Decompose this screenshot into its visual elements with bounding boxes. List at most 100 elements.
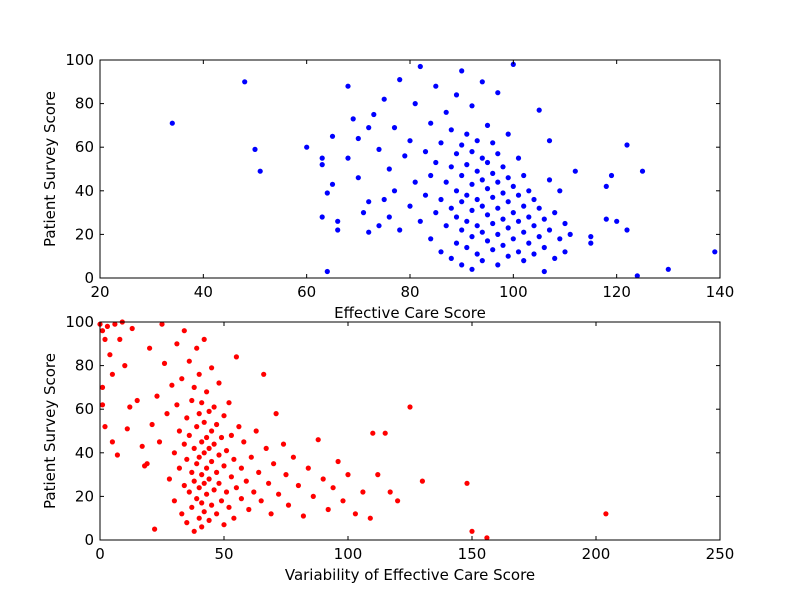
bottom-scatter-point bbox=[196, 371, 202, 377]
bottom-scatter-points bbox=[97, 319, 609, 541]
bottom-scatter-point bbox=[218, 498, 225, 504]
top-scatter-point bbox=[505, 131, 511, 137]
top-scatter-point bbox=[665, 266, 671, 272]
top-scatter-point bbox=[433, 83, 439, 89]
bottom-scatter-point bbox=[484, 535, 490, 541]
bottom-scatter-point bbox=[174, 402, 180, 408]
top-scatter-point bbox=[603, 183, 609, 189]
top-scatter-point bbox=[505, 225, 511, 231]
top-scatter-point bbox=[505, 199, 511, 205]
top-scatter-point bbox=[500, 242, 506, 248]
top-scatter-point bbox=[453, 240, 460, 246]
bottom-scatter-point bbox=[214, 511, 220, 517]
bottom-scatter-point bbox=[273, 411, 279, 417]
bottom-scatter-point bbox=[221, 463, 227, 469]
top-scatter-point bbox=[500, 190, 506, 196]
bottom-scatter-point bbox=[196, 485, 202, 491]
bottom-scatter-point bbox=[211, 404, 217, 410]
top-scatter-point bbox=[438, 249, 444, 255]
bottom-scatter-point bbox=[191, 478, 197, 484]
bottom-scatter-point bbox=[194, 496, 200, 502]
bottom-scatter-point bbox=[102, 336, 108, 342]
top-scatter-point bbox=[479, 203, 485, 209]
bottom-scatter-point bbox=[238, 496, 244, 502]
top-scatter-point bbox=[469, 181, 475, 187]
bottom-scatter-point bbox=[280, 441, 287, 447]
top-scatter-point bbox=[479, 79, 485, 85]
bottom-scatter-plot: 0 50 100 150 200 250 0 20 40 60 80 100 Variability … bbox=[41, 313, 734, 584]
bottom-scatter-point bbox=[315, 437, 321, 443]
bottom-scatter-point bbox=[161, 360, 168, 366]
top-scatter-point bbox=[588, 234, 594, 240]
bottom-scatter-point bbox=[256, 469, 262, 475]
top-scatter-point bbox=[536, 234, 542, 240]
top-scatter-point bbox=[438, 196, 444, 203]
bottom-scatter-point bbox=[127, 404, 133, 410]
top-scatter-point bbox=[510, 61, 516, 67]
top-scatter-point bbox=[474, 168, 480, 174]
top-scatter-point bbox=[464, 192, 470, 198]
bottom-scatter-point bbox=[204, 389, 210, 395]
bottom-scatter-point bbox=[248, 454, 254, 460]
bottom-scatter-point bbox=[109, 371, 115, 377]
top-scatter-point bbox=[448, 255, 454, 261]
bottom-scatter-point bbox=[209, 458, 215, 465]
bottom-scatter-point bbox=[194, 424, 200, 430]
top-scatter-point bbox=[242, 79, 248, 85]
top-scatter-point bbox=[515, 249, 522, 255]
bottom-scatter-point bbox=[196, 515, 202, 521]
top-scatter-point bbox=[345, 155, 351, 161]
bottom-scatter-point bbox=[102, 424, 108, 430]
top-scatter-point bbox=[588, 240, 594, 246]
bottom-x-tick-label: 100 bbox=[334, 545, 363, 563]
bottom-scatter-point bbox=[345, 472, 351, 478]
top-scatter-point bbox=[417, 218, 423, 224]
top-scatter-point bbox=[386, 166, 392, 172]
bottom-scatter-point bbox=[186, 358, 192, 364]
bottom-scatter-point bbox=[241, 439, 247, 445]
top-scatter-point bbox=[335, 218, 341, 224]
top-scatter-point bbox=[443, 223, 449, 229]
bottom-scatter-point bbox=[204, 434, 210, 441]
top-scatter-point bbox=[490, 220, 496, 227]
bottom-y-tick-label: 0 bbox=[84, 531, 94, 549]
bottom-scatter-point bbox=[253, 428, 259, 434]
bottom-scatter-point bbox=[382, 430, 388, 436]
top-scatter-point bbox=[490, 140, 496, 146]
top-y-tick-label: 100 bbox=[65, 51, 94, 69]
bottom-scatter-point bbox=[216, 480, 222, 486]
bottom-scatter-point bbox=[164, 411, 170, 417]
bottom-scatter-point bbox=[154, 393, 160, 399]
bottom-scatter-point bbox=[144, 461, 150, 467]
bottom-scatter-point bbox=[246, 506, 252, 513]
top-scatter-point bbox=[614, 218, 620, 224]
bottom-scatter-point bbox=[320, 476, 326, 482]
top-y-tick-label: 60 bbox=[75, 138, 94, 156]
top-scatter-point bbox=[515, 218, 522, 224]
top-scatter-point bbox=[490, 194, 496, 200]
bottom-scatter-point bbox=[194, 461, 200, 467]
bottom-scatter-point bbox=[201, 509, 207, 515]
top-scatter-point bbox=[252, 146, 258, 152]
bottom-scatter-point bbox=[99, 384, 106, 390]
bottom-scatter-point bbox=[124, 426, 130, 432]
bottom-scatter-point bbox=[104, 323, 110, 329]
bottom-scatter-point bbox=[285, 502, 292, 508]
top-scatter-point bbox=[546, 227, 553, 233]
bottom-scatter-point bbox=[112, 321, 118, 327]
top-scatter-point bbox=[474, 196, 480, 203]
bottom-scatter-point bbox=[169, 382, 175, 388]
top-scatter-point bbox=[319, 155, 325, 161]
bottom-scatter-point bbox=[139, 443, 145, 449]
top-scatter-point bbox=[371, 111, 377, 118]
bottom-y-tick-label: 40 bbox=[75, 444, 94, 462]
top-scatter-point bbox=[459, 68, 465, 74]
top-scatter-point bbox=[422, 149, 429, 155]
top-scatter-point bbox=[479, 155, 485, 161]
top-scatter-point bbox=[350, 116, 356, 122]
top-scatter-point bbox=[459, 262, 465, 268]
bottom-scatter-point bbox=[231, 515, 237, 521]
top-scatter-point bbox=[428, 236, 434, 242]
top-scatter-point bbox=[505, 175, 511, 181]
bottom-scatter-point bbox=[305, 465, 311, 471]
